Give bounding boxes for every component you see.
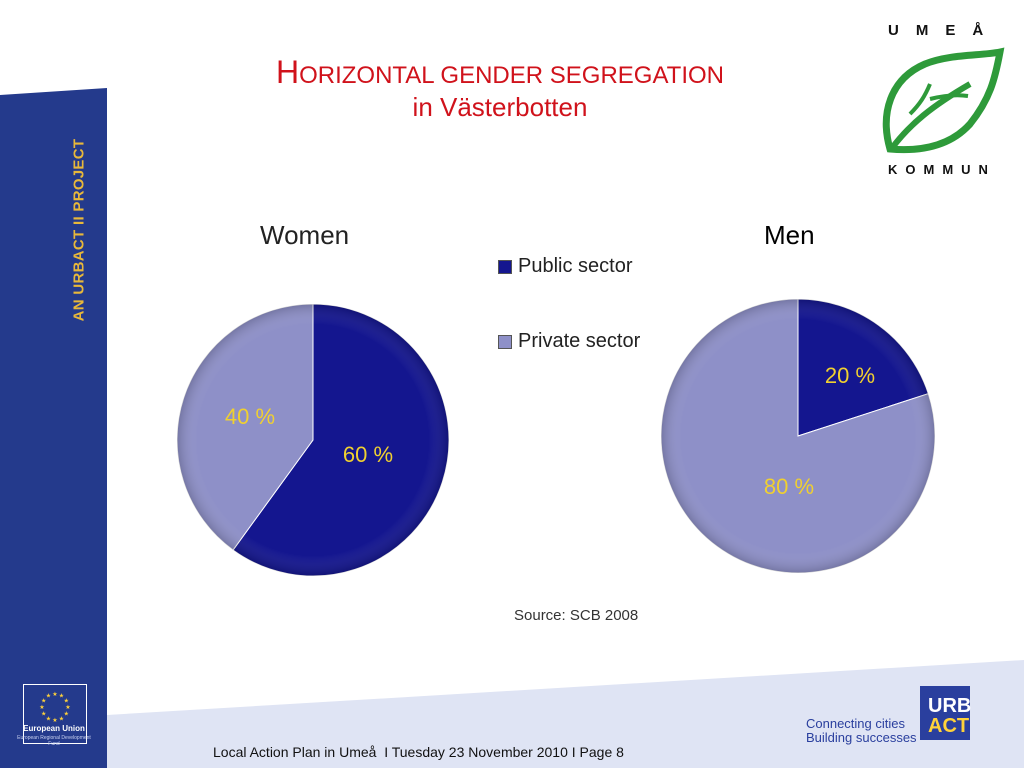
legend-public: Public sector xyxy=(498,255,633,278)
men-data-label-private: 80 % xyxy=(764,474,814,499)
women-data-label-public: 60 % xyxy=(343,442,393,467)
eu-sub-label: European Regional Development Fund xyxy=(17,735,91,747)
legend-private: Private sector xyxy=(498,330,640,353)
urbact-logo-text-1: URB xyxy=(928,695,972,717)
logo-top-text: UMEÅ xyxy=(888,22,1001,39)
tagline-connecting: Connecting cities xyxy=(806,716,905,731)
eu-star-icon: ★ xyxy=(41,698,46,705)
eu-star-icon: ★ xyxy=(52,691,57,698)
eu-star-icon: ★ xyxy=(64,698,69,705)
slide-title: HORIZONTAL GENDER SEGREGATION in Västerb… xyxy=(200,56,800,122)
eu-star-icon: ★ xyxy=(59,693,64,700)
leaf-logo-icon xyxy=(882,47,1005,154)
men-data-label-public: 20 % xyxy=(825,363,875,388)
footer-band xyxy=(107,660,1024,768)
slide-subtitle: in Västerbotten xyxy=(412,92,588,122)
eu-flag: ★ ★ ★ ★ ★ ★ ★ ★ ★ ★ ★ ★ xyxy=(23,684,87,744)
eu-star-icon: ★ xyxy=(41,711,46,718)
footer-text: Local Action Plan in Umeå I Tuesday 23 N… xyxy=(213,744,624,760)
women-pie: 60 % 40 % xyxy=(176,303,450,577)
women-pie-shading xyxy=(177,304,449,576)
eu-star-icon: ★ xyxy=(64,711,69,718)
legend-public-label: Public sector xyxy=(518,255,633,277)
eu-star-icon: ★ xyxy=(39,704,44,711)
men-pie: 20 % 80 % xyxy=(660,298,936,574)
title-rest: ORIZONTAL GENDER SEGREGATION xyxy=(299,62,725,89)
eu-star-icon: ★ xyxy=(59,715,64,722)
urbact-logo-text-2: ACT xyxy=(928,715,970,737)
eu-star-icon: ★ xyxy=(46,693,51,700)
sidebar-band xyxy=(0,88,107,768)
legend-private-swatch xyxy=(498,334,512,349)
eu-star-icon: ★ xyxy=(65,704,70,711)
source-note: Source: SCB 2008 xyxy=(514,607,639,624)
logo-bottom-text: KOMMUN xyxy=(888,162,996,177)
legend-private-label: Private sector xyxy=(518,330,641,352)
tagline-building: Building successes xyxy=(806,730,917,745)
women-chart-title: Women xyxy=(260,220,350,250)
eu-star-icon: ★ xyxy=(52,717,57,724)
legend-public-swatch xyxy=(498,259,512,274)
eu-star-icon: ★ xyxy=(46,715,51,722)
eu-label: European Union xyxy=(23,724,85,733)
title-initial: H xyxy=(275,54,300,90)
men-pie-shading xyxy=(661,299,935,573)
women-data-label-private: 40 % xyxy=(225,404,275,429)
men-chart-title: Men xyxy=(764,220,815,250)
urbact-logo xyxy=(920,686,970,740)
eu-stars-icon: ★★★★★★★★★ ★ ★★ xyxy=(39,691,70,724)
